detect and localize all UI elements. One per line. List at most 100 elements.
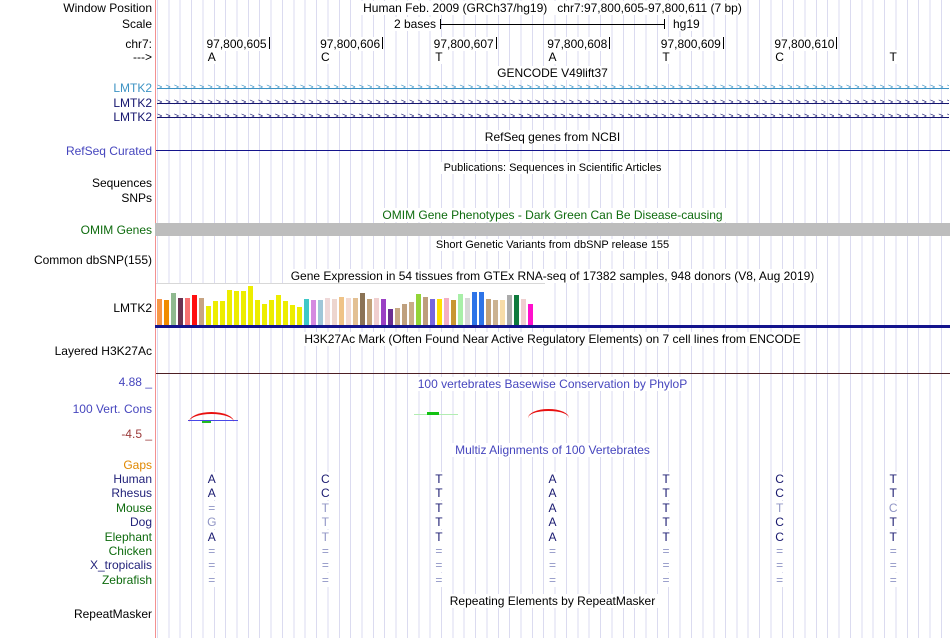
alignment-cell[interactable]: = — [206, 500, 218, 515]
omim-gene-bar[interactable] — [155, 223, 950, 236]
gtex-bar[interactable] — [346, 298, 351, 326]
track-label-h3k27ac[interactable]: Layered H3K27Ac — [54, 344, 152, 358]
alignment-cell[interactable]: = — [319, 572, 331, 587]
gencode-transcript-line[interactable]: >>>>>>>>>>>>>>>>>>>>>>>>>>>>>>>>>>>>>>>>… — [157, 83, 949, 93]
gtex-bar[interactable] — [444, 298, 449, 326]
alignment-cell[interactable]: T — [887, 486, 899, 501]
gtex-bar[interactable] — [367, 299, 372, 326]
species-label-elephant[interactable]: Elephant — [104, 529, 152, 544]
gencode-transcript-label[interactable]: LMTK2 — [113, 81, 152, 95]
h3k27ac-signal-line[interactable] — [156, 373, 950, 374]
species-label-mouse[interactable]: Mouse — [115, 500, 152, 515]
alignment-cell[interactable]: T — [319, 529, 332, 544]
gtex-bar[interactable] — [479, 292, 484, 326]
gtex-bar[interactable] — [416, 294, 421, 326]
alignment-cell[interactable]: A — [546, 472, 559, 486]
alignment-cell[interactable]: C — [319, 486, 332, 501]
alignment-cell[interactable]: = — [774, 558, 786, 573]
gtex-bar[interactable] — [213, 301, 218, 326]
alignment-cell[interactable]: A — [205, 486, 218, 501]
alignment-cell[interactable]: T — [319, 500, 332, 515]
gtex-bar[interactable] — [262, 304, 267, 326]
gtex-bar[interactable] — [185, 298, 190, 326]
gtex-bar[interactable] — [507, 295, 512, 326]
gtex-bar[interactable] — [381, 299, 386, 326]
gtex-bar[interactable] — [430, 299, 435, 326]
refseq-gene-line[interactable] — [156, 150, 950, 151]
gtex-bar[interactable] — [500, 300, 505, 326]
alignment-cell[interactable]: A — [205, 472, 218, 486]
gtex-bar[interactable] — [290, 305, 295, 326]
alignment-cell[interactable]: = — [433, 544, 445, 558]
gtex-bar[interactable] — [339, 297, 344, 326]
alignment-cell[interactable]: = — [206, 558, 218, 573]
gtex-bar[interactable] — [374, 298, 379, 326]
alignment-cell[interactable]: T — [773, 500, 786, 515]
alignment-cell[interactable]: A — [546, 529, 559, 544]
gtex-bar[interactable] — [234, 291, 239, 326]
alignment-cell[interactable]: = — [887, 558, 899, 573]
gtex-bar[interactable] — [318, 300, 323, 326]
gtex-bar[interactable] — [353, 298, 358, 326]
alignment-cell[interactable]: A — [205, 529, 218, 544]
gtex-bar[interactable] — [437, 299, 442, 326]
species-label-x_tropicalis[interactable]: X_tropicalis — [89, 558, 152, 573]
gtex-bar[interactable] — [423, 297, 428, 326]
track-label-sequences[interactable]: Sequences — [91, 176, 152, 190]
alignment-cell[interactable]: = — [433, 572, 445, 587]
conservation-dash[interactable] — [427, 412, 439, 415]
track-label-common-dbsnp[interactable]: Common dbSNP(155) — [33, 253, 152, 267]
conservation-dash[interactable] — [202, 421, 211, 423]
alignment-cell[interactable]: C — [319, 472, 332, 486]
alignment-cell[interactable]: C — [773, 515, 786, 530]
species-label-chicken[interactable]: Chicken — [108, 544, 152, 558]
alignment-cell[interactable]: T — [433, 472, 445, 486]
track-label-gtex-gene[interactable]: LMTK2 — [113, 301, 152, 315]
gtex-bar[interactable] — [472, 292, 477, 326]
species-label-rhesus[interactable]: Rhesus — [111, 486, 152, 501]
conservation-arc[interactable] — [528, 409, 569, 418]
gtex-bar[interactable] — [199, 298, 204, 326]
gtex-bar[interactable] — [206, 306, 211, 326]
track-label-vert-cons[interactable]: 100 Vert. Cons — [72, 402, 152, 416]
alignment-cell[interactable]: T — [660, 472, 672, 486]
gtex-bar[interactable] — [164, 300, 169, 326]
gtex-bar[interactable] — [227, 290, 232, 326]
gtex-bar[interactable] — [283, 301, 288, 326]
gtex-bar[interactable] — [255, 300, 260, 326]
alignment-cell[interactable]: = — [546, 544, 559, 558]
gtex-bar[interactable] — [325, 298, 330, 326]
gtex-bar[interactable] — [276, 295, 281, 326]
alignment-cell[interactable]: = — [206, 572, 218, 587]
gtex-bar[interactable] — [171, 293, 176, 326]
alignment-cell[interactable]: = — [887, 544, 899, 558]
track-label-gaps[interactable]: Gaps — [123, 458, 152, 472]
gtex-bar[interactable] — [528, 304, 533, 326]
gencode-transcript-line[interactable]: >>>>>>>>>>>>>>>>>>>>>>>>>>>>>>>>>>>>>>>>… — [157, 112, 949, 122]
alignment-cell[interactable]: C — [773, 529, 786, 544]
gtex-bar[interactable] — [458, 294, 463, 326]
gtex-bar[interactable] — [465, 298, 470, 326]
track-label-omim-genes[interactable]: OMIM Genes — [80, 223, 152, 237]
gtex-bar[interactable] — [248, 286, 253, 326]
alignment-cell[interactable]: T — [433, 500, 445, 515]
gtex-bar[interactable] — [192, 295, 197, 326]
gtex-bar[interactable] — [241, 291, 246, 326]
species-label-dog[interactable]: Dog — [129, 515, 152, 530]
alignment-cell[interactable]: = — [660, 544, 672, 558]
alignment-cell[interactable]: A — [546, 500, 559, 515]
gtex-bar[interactable] — [178, 298, 183, 326]
alignment-cell[interactable]: = — [319, 544, 331, 558]
alignment-cell[interactable]: = — [433, 558, 445, 573]
track-label-snps[interactable]: SNPs — [121, 191, 152, 205]
species-label-zebrafish[interactable]: Zebrafish — [101, 572, 152, 587]
gtex-bar[interactable] — [521, 299, 526, 326]
alignment-cell[interactable]: = — [774, 544, 786, 558]
alignment-cell[interactable]: = — [546, 558, 559, 573]
gtex-bar[interactable] — [297, 307, 302, 326]
alignment-cell[interactable]: T — [433, 486, 445, 501]
gencode-transcript-label[interactable]: LMTK2 — [113, 95, 152, 110]
gencode-transcript-label[interactable]: LMTK2 — [113, 110, 152, 124]
alignment-cell[interactable]: A — [546, 515, 559, 530]
alignment-cell[interactable]: T — [660, 529, 672, 544]
